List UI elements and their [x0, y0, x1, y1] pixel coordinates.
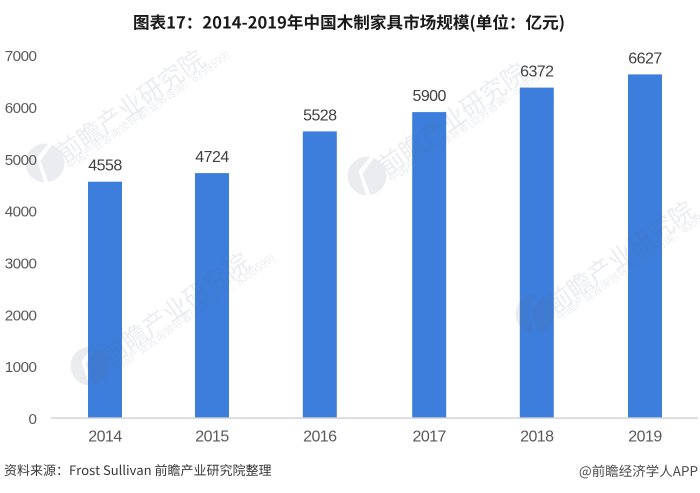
svg-text:0: 0: [29, 411, 37, 428]
svg-text:5000: 5000: [5, 152, 37, 169]
svg-text:6627: 6627: [628, 50, 662, 67]
svg-text:3000: 3000: [5, 256, 37, 273]
svg-text:5900: 5900: [412, 88, 446, 105]
svg-text:4558: 4558: [88, 158, 122, 175]
svg-text:7000: 7000: [5, 48, 37, 65]
svg-text:2000: 2000: [5, 307, 37, 324]
svg-text:1000: 1000: [5, 359, 37, 376]
svg-text:4000: 4000: [5, 204, 37, 221]
svg-text:2015: 2015: [195, 429, 229, 446]
svg-text:2014: 2014: [88, 429, 122, 446]
svg-text:5528: 5528: [303, 107, 337, 124]
svg-text:2018: 2018: [520, 429, 554, 446]
svg-text:4724: 4724: [195, 149, 229, 166]
svg-text:6000: 6000: [5, 100, 37, 117]
svg-text:6372: 6372: [520, 64, 554, 81]
svg-text:2019: 2019: [628, 429, 662, 446]
svg-text:2017: 2017: [412, 429, 446, 446]
svg-text:2016: 2016: [303, 429, 337, 446]
